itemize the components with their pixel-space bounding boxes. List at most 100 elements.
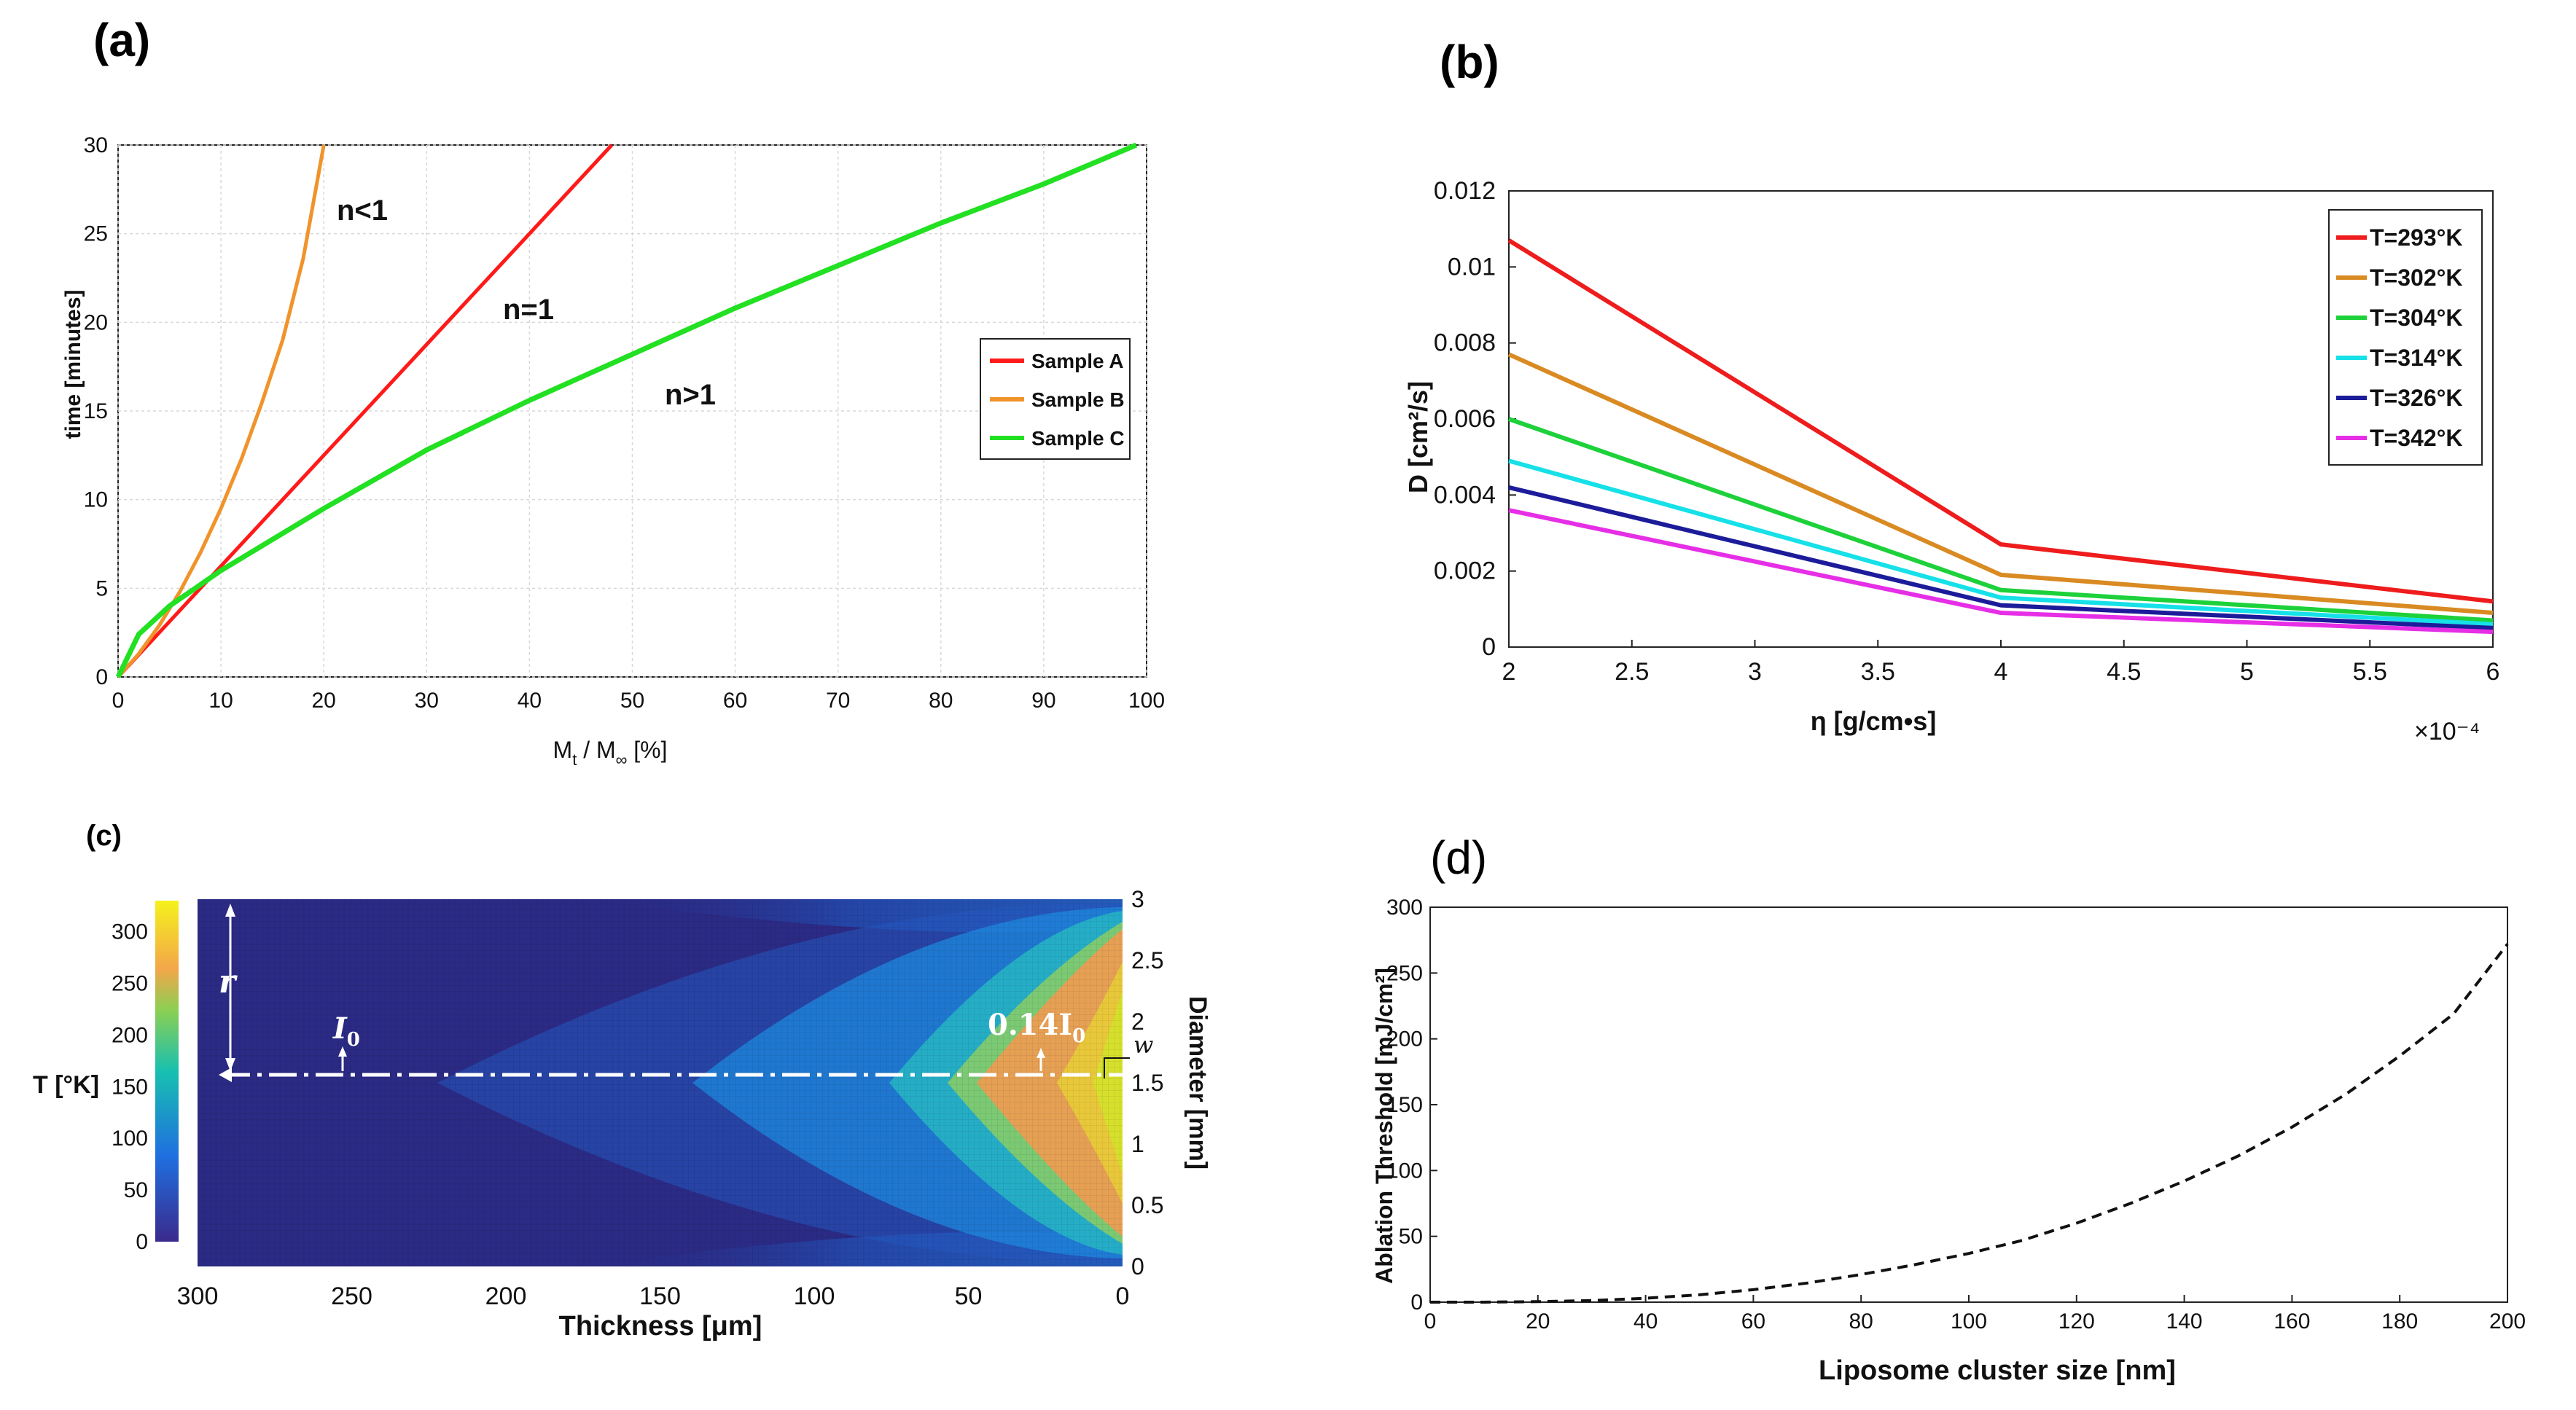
- y-tick-label: 0: [1410, 1290, 1423, 1315]
- chart-b: 2 2.5 3 3.5 4 4.5 5 5.5 6 0 0.002 0.004 0.006 0.008 0.…: [1403, 177, 2500, 745]
- x-tick-label: 140: [2166, 1309, 2203, 1333]
- y-tick-label: 0.004: [1434, 481, 1496, 509]
- chart-c-ticks: 300 250 200 150 100 50 000.511.522.53050100150…: [112, 886, 1164, 1310]
- x-tick-label: 150: [639, 1282, 681, 1310]
- x-tick-label: 100: [1951, 1309, 1987, 1333]
- x-tick-label: 50: [620, 689, 644, 713]
- right-y-tick-label: 2: [1131, 1008, 1144, 1035]
- chart-a-ticks: 0 10 20 30 40 50 60 70 80 90 100 0 5 10 15 20 25 30: [84, 133, 1165, 713]
- annotation-n-eq-1: n=1: [503, 294, 554, 326]
- chart-d-ylabel: Ablation Threshold [mJ/cm²]: [1371, 968, 1397, 1284]
- panel-label-a: (a): [93, 14, 151, 66]
- chart-a-ylabel: time [minutes]: [61, 289, 85, 439]
- x-tick-label: 0: [112, 689, 125, 713]
- y-tick-label: 250: [1386, 961, 1423, 985]
- x-tick-label: 60: [723, 689, 747, 713]
- x-tick-label: 0: [1116, 1282, 1130, 1310]
- chart-a-grid: [117, 144, 1147, 678]
- legend-label-sample-b: Sample B: [1031, 388, 1125, 411]
- series-line: [1508, 508, 2494, 635]
- series-line: [1508, 417, 2494, 623]
- chart-a-series: [115, 142, 1138, 678]
- x-tick-label: 3: [1748, 658, 1762, 686]
- annotation-I0: I0: [332, 1011, 360, 1051]
- colorbar: [155, 901, 179, 1242]
- colorbar-tick-label: 150: [112, 1075, 148, 1099]
- legend-label-sample-a: Sample A: [1031, 350, 1124, 372]
- plot-frame: [1429, 906, 2508, 1303]
- x-tick-label: 200: [485, 1282, 527, 1310]
- right-y-tick-label: 0: [1131, 1253, 1144, 1280]
- x-tick-label: 3.5: [1861, 658, 1895, 686]
- series-line-dashed: [1429, 943, 2509, 1304]
- chart-c-heatmap: [198, 899, 1123, 1266]
- chart-b-xlabel: η [g/cm•s]: [1811, 706, 1937, 736]
- legend-label: T=326°K: [2370, 385, 2463, 411]
- series-line-sample-c: [115, 142, 1138, 678]
- x-tick-label: 80: [1849, 1309, 1873, 1333]
- chart-d-axes: [1429, 906, 2508, 1303]
- y-tick-label: 100: [1386, 1159, 1423, 1183]
- y-tick-label: 10: [84, 488, 108, 512]
- x-tick-label: 80: [929, 689, 953, 713]
- chart-b-ylabel: D [cm²/s]: [1403, 381, 1433, 493]
- annotation-014I0: 0.14I0: [988, 1008, 1085, 1047]
- legend-box: [2328, 209, 2483, 466]
- chart-d-ticks: 0 20 40 60 80 100 120 140 160 180 200 0 50 100 150 200 2…: [1386, 896, 2526, 1333]
- y-tick-label: 25: [84, 222, 108, 246]
- x-tick-label: 100: [1128, 689, 1165, 713]
- right-y-tick-label: 1: [1131, 1131, 1144, 1157]
- y-tick-label: 0.008: [1434, 329, 1496, 357]
- y-tick-label: 0: [1482, 633, 1496, 661]
- colorbar-tick-label: 50: [124, 1178, 148, 1202]
- annotation-w-bracket: [1104, 1057, 1130, 1078]
- chart-d: 0 20 40 60 80 100 120 140 160 180 200 0 50 100 150 200 2…: [1371, 896, 2526, 1386]
- colorbar-tick-label: 200: [112, 1023, 148, 1047]
- x-tick-label: 300: [177, 1282, 219, 1310]
- legend-label: T=293°K: [2370, 224, 2463, 251]
- x-tick-label: 100: [794, 1282, 835, 1310]
- y-tick-label: 300: [1386, 896, 1423, 920]
- x-tick-label: 120: [2058, 1309, 2095, 1333]
- y-tick-label: 15: [84, 399, 108, 423]
- x-tick-label: 30: [415, 689, 439, 713]
- chart-d-xlabel: Liposome cluster size [nm]: [1819, 1355, 2176, 1386]
- chart-b-series: [1507, 238, 2494, 635]
- x-tick-label: 5: [2240, 658, 2254, 686]
- x-tick-label: 6: [2486, 658, 2500, 686]
- y-tick-label: 0: [95, 665, 108, 689]
- annotation-n-greater-1: n>1: [665, 379, 716, 411]
- y-tick-label: 200: [1386, 1027, 1423, 1051]
- y-tick-label: 50: [1399, 1225, 1423, 1249]
- chart-c: 300 250 200 150 100 50 000.511.522.53050100150…: [33, 886, 1211, 1342]
- x-tick-label: 200: [2489, 1309, 2526, 1333]
- chart-a-xlabel: Mt / M∞ [%]: [553, 737, 668, 769]
- right-y-tick-label: 2.5: [1131, 947, 1163, 974]
- colorbar-tick-label: 300: [112, 920, 148, 944]
- x-tick-label: 160: [2273, 1309, 2310, 1333]
- x-tick-label: 5.5: [2353, 658, 2387, 686]
- x-tick-label: 4: [1994, 658, 2008, 686]
- series-line: [1507, 352, 2494, 616]
- y-tick-label: 20: [84, 310, 108, 334]
- x-tick-label: 90: [1031, 689, 1055, 713]
- colorbar-tick-label: 100: [112, 1127, 148, 1151]
- series-line: [1508, 485, 2494, 630]
- panel-label-b: (b): [1440, 36, 1499, 88]
- x-tick-label: 50: [955, 1282, 983, 1310]
- colorbar-label: T [°K]: [33, 1071, 99, 1099]
- x-tick-label: 0: [1424, 1309, 1437, 1333]
- panel-label-d: (d): [1430, 831, 1488, 884]
- colorbar-tick-label: 250: [112, 971, 148, 995]
- legend-label: T=314°K: [2370, 345, 2463, 371]
- legend-label: T=302°K: [2370, 265, 2463, 291]
- annotation-n-less-1: n<1: [337, 195, 388, 227]
- x-tick-label: 4.5: [2107, 658, 2141, 686]
- chart-c-overlay: r I0 0.14I0 w: [219, 904, 1153, 1082]
- right-y-tick-label: 1.5: [1131, 1070, 1163, 1096]
- legend-label-sample-c: Sample C: [1031, 427, 1125, 450]
- y-tick-label: 30: [84, 133, 108, 157]
- series-line: [1507, 238, 2494, 604]
- centerline-arrowhead: [219, 1068, 232, 1082]
- y-tick-label: 0.002: [1434, 557, 1496, 585]
